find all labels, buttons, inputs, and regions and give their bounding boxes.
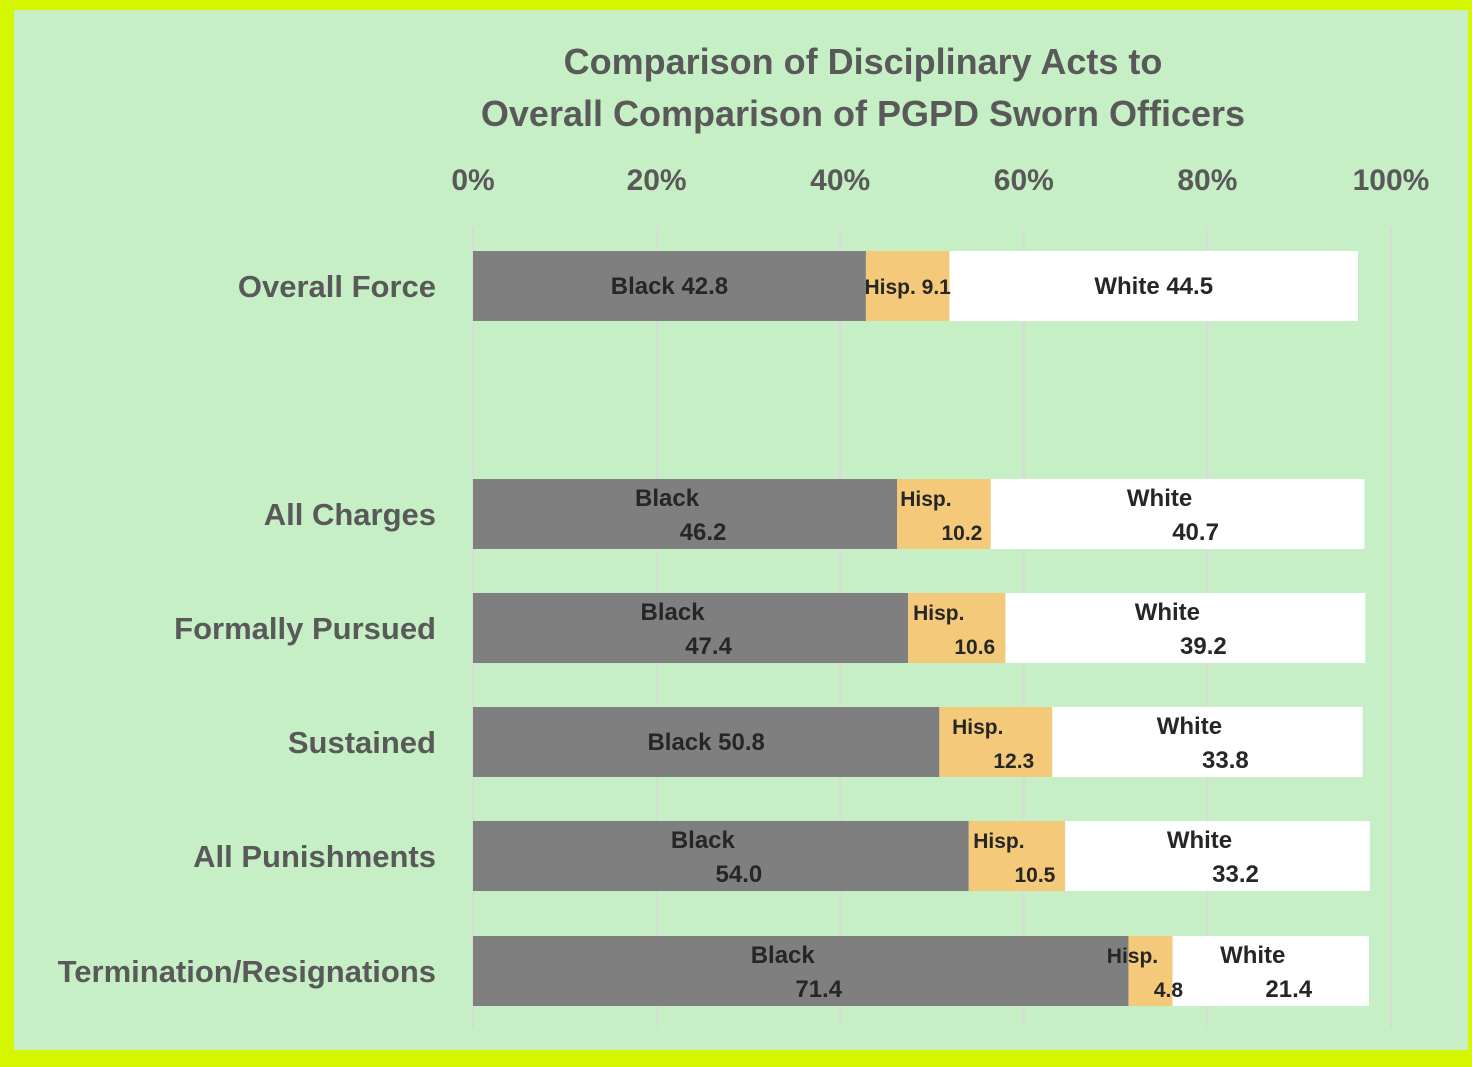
data-label: Hisp. 9.1 <box>864 276 951 299</box>
data-label-value: 12.3 <box>993 750 1034 773</box>
bar-segment-hisp <box>939 707 1053 777</box>
data-label-value: 47.4 <box>685 633 732 660</box>
data-label-name: Black <box>635 485 700 512</box>
data-label-name: White <box>1157 713 1222 740</box>
data-label-value: 33.8 <box>1202 747 1249 774</box>
chart-title-line-2: Overall Comparison of PGPD Sworn Officer… <box>481 93 1245 134</box>
bar-segment-hisp <box>897 479 991 549</box>
data-labels: Black 42.8 Hisp. 9.1 White 44.5 Black 46.2 Hi… <box>611 273 1313 1003</box>
category-label: Sustained <box>288 725 436 760</box>
bar-segment-hisp <box>908 593 1006 663</box>
data-label-name: Hisp. <box>952 716 1003 739</box>
data-label-value: 10.5 <box>1014 864 1055 887</box>
x-tick-label: 100% <box>1353 164 1430 197</box>
data-label-name: Hisp. <box>900 488 951 511</box>
category-label: Termination/Resignations <box>58 954 436 989</box>
data-label: Black 50.8 <box>647 729 764 756</box>
data-label-name: White <box>1135 599 1200 626</box>
bars <box>473 251 1370 1006</box>
bar-segment-black <box>473 707 940 777</box>
bar-segment-white <box>949 251 1358 321</box>
chart-title-line-1: Comparison of Disciplinary Acts to <box>564 41 1163 82</box>
data-label-value: 46.2 <box>680 519 727 546</box>
bar-segment-hisp <box>1128 936 1173 1006</box>
bar-segment-black <box>473 936 1129 1006</box>
data-label: Black 42.8 <box>611 273 728 300</box>
data-label-name: White <box>1127 485 1192 512</box>
data-label-name: White <box>1167 827 1232 854</box>
category-label: All Punishments <box>193 839 436 874</box>
data-label-value: 4.8 <box>1154 979 1184 1002</box>
data-label-name: Hisp. <box>913 602 964 625</box>
bar-segment-white <box>1172 936 1369 1006</box>
data-label-name: Hisp. <box>1107 945 1158 968</box>
category-labels: Overall Force All Charges Formally Pursued… <box>58 269 436 989</box>
data-label-value: 39.2 <box>1180 633 1227 660</box>
data-label-name: Hisp. <box>973 830 1024 853</box>
data-label-name: Black <box>671 827 736 854</box>
category-label: Formally Pursued <box>174 611 436 646</box>
data-label-value: 10.6 <box>954 636 995 659</box>
x-tick-label: 40% <box>810 164 870 197</box>
bar-segment-white <box>1065 821 1370 891</box>
data-label-value: 33.2 <box>1212 861 1259 888</box>
bar-segment-black <box>473 251 866 321</box>
data-label: White 44.5 <box>1094 273 1213 300</box>
bar-segment-black <box>473 821 969 891</box>
bar-segment-black <box>473 479 898 549</box>
data-label-value: 54.0 <box>716 861 763 888</box>
bar-segment-hisp <box>865 251 950 321</box>
data-label-value: 21.4 <box>1265 976 1312 1003</box>
bar-segment-black <box>473 593 909 663</box>
bar-segment-white <box>990 479 1365 549</box>
data-label-value: 71.4 <box>795 976 842 1003</box>
bar-segment-white <box>1052 707 1363 777</box>
data-label-value: 10.2 <box>941 522 982 545</box>
data-label-name: Black <box>641 599 706 626</box>
x-tick-label: 80% <box>1177 164 1237 197</box>
data-label-name: White <box>1220 942 1285 969</box>
category-label: All Charges <box>264 497 436 532</box>
data-label-value: 40.7 <box>1172 519 1219 546</box>
bar-segment-white <box>1005 593 1366 663</box>
x-tick-label: 0% <box>451 164 494 197</box>
x-tick-label: 60% <box>994 164 1054 197</box>
data-label-name: Black <box>751 942 816 969</box>
x-axis-ticks: 0% 20% 40% 60% 80% 100% <box>451 164 1429 197</box>
x-tick-label: 20% <box>627 164 687 197</box>
category-label: Overall Force <box>238 269 436 304</box>
chart-frame: Comparison of Disciplinary Acts to Overa… <box>14 10 1468 1050</box>
stacked-bar-chart: Comparison of Disciplinary Acts to Overa… <box>58 41 1429 1028</box>
bar-segment-hisp <box>968 821 1066 891</box>
